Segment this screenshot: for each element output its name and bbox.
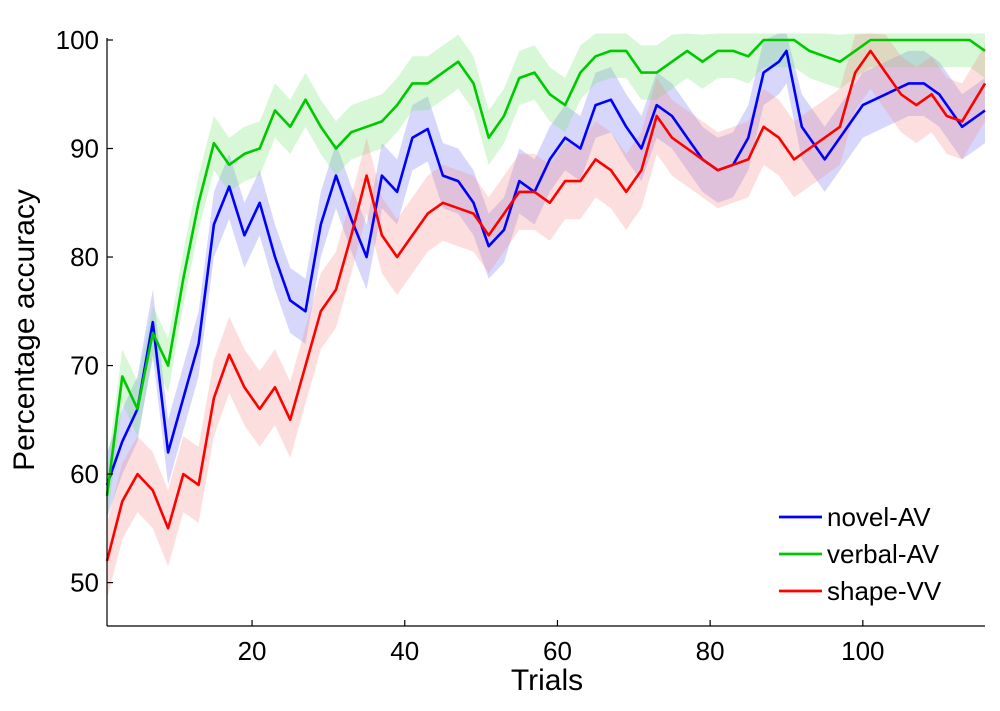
legend-label-novel-av: novel-AV	[827, 502, 931, 532]
y-tick-label: 60	[70, 459, 99, 489]
y-tick-label: 80	[70, 242, 99, 272]
x-tick-label: 40	[390, 636, 419, 666]
band-verbal-av	[107, 33, 985, 523]
line-verbal-av	[105, 38, 986, 496]
axes: 50 60 70 80 90 100 20 40 60 80 100	[56, 25, 985, 666]
legend-label-verbal-av: verbal-AV	[827, 539, 940, 569]
line-novel-av	[105, 49, 986, 486]
x-tick-label: 100	[841, 636, 884, 666]
y-tick-label: 90	[70, 134, 99, 164]
y-tick-label: 70	[70, 351, 99, 381]
series-lines	[105, 38, 987, 562]
y-axis-title: Percentage accuracy	[8, 189, 41, 471]
x-tick-label: 20	[238, 636, 267, 666]
legend-label-shape-vv: shape-VV	[827, 576, 942, 606]
legend: novel-AV verbal-AV shape-VV	[779, 502, 942, 606]
y-tick-label: 50	[70, 568, 99, 598]
y-ticks: 50 60 70 80 90 100	[56, 25, 113, 598]
line-shape-vv	[105, 49, 987, 562]
x-axis-title: Trials	[511, 664, 583, 697]
y-tick-label: 100	[56, 25, 99, 55]
x-tick-label: 60	[543, 636, 572, 666]
x-ticks: 20 40 60 80 100	[238, 620, 885, 666]
x-tick-label: 80	[696, 636, 725, 666]
